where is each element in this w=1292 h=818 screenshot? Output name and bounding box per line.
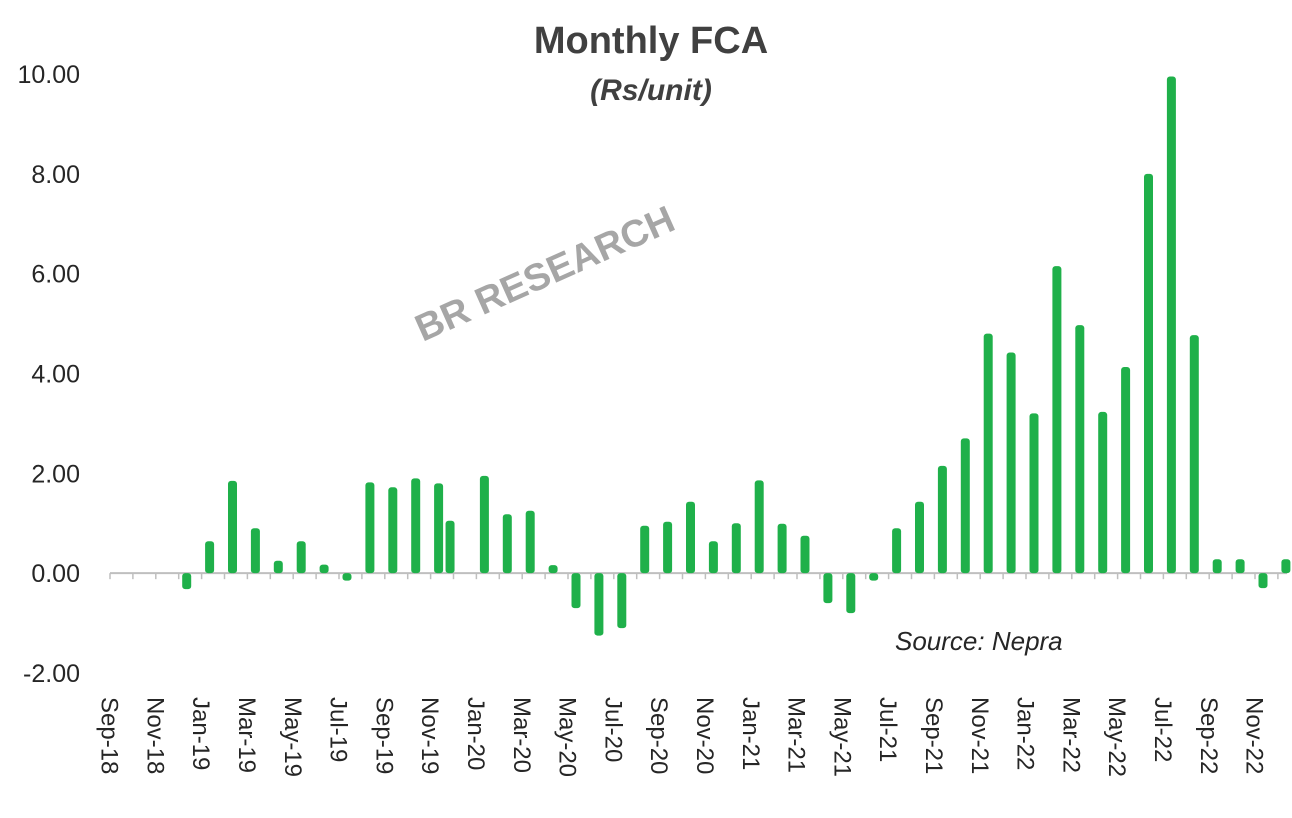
y-axis: -2.00 0.00 2.00 4.00 6.00 8.00 10.00 [17,61,80,688]
bar [1029,413,1039,574]
x-tick-label: May-19 [279,697,306,777]
x-tick-label: Nov-18 [141,697,168,774]
x-tick-label: Jan-22 [1012,697,1039,770]
y-tick-label: 10.00 [17,61,80,89]
bar [296,541,306,574]
bar [502,514,512,574]
bar [869,573,879,581]
bar [571,573,581,609]
bar [388,487,398,574]
bar [1258,573,1268,589]
bar [1235,559,1245,574]
bar [777,523,787,574]
x-tick-label: Jul-19 [325,697,352,762]
bar [342,573,352,581]
bar [823,573,833,604]
bar [846,573,856,614]
y-tick-label: 0.00 [31,560,80,588]
x-tick-label: Sep-19 [370,697,397,774]
x-tick-label: Nov-19 [416,697,443,774]
bar [915,501,924,574]
x-tick-label: Jan-21 [737,697,764,770]
x-tick-label: May-20 [554,697,581,777]
x-tick-label: Sep-18 [96,697,123,774]
y-tick-label: 4.00 [31,361,80,389]
bar [1006,352,1016,574]
bar [479,475,489,574]
y-tick-label: -2.00 [23,660,80,688]
x-tick-label: Sep-20 [645,697,672,774]
bar [548,565,558,574]
chart-title: Monthly FCA [533,20,769,62]
bar [319,564,329,574]
bar [205,541,215,574]
bar [411,478,421,574]
bar [731,523,741,574]
x-tick-label: Nov-22 [1241,697,1268,774]
bar [250,528,260,574]
bar [228,480,237,574]
bar [800,535,810,574]
bar [273,560,283,574]
bar [594,573,604,636]
x-tick-label: Jul-21 [874,697,901,762]
x-tick-label: Nov-20 [691,697,718,774]
bar [1189,335,1199,574]
x-tick-label: Mar-21 [783,697,810,773]
bar [983,333,993,574]
bar [686,501,695,574]
x-tick-label: May-22 [1103,697,1130,777]
x-tick-label: Jul-22 [1149,697,1176,762]
bar [937,465,947,574]
bar [1212,559,1222,574]
bar [708,541,718,574]
bar [1052,266,1062,574]
source-note: Source: Nepra [895,626,1063,656]
bar [1281,559,1291,574]
bar [1144,173,1153,574]
bar [525,510,535,574]
x-tick-label: Mar-19 [233,697,260,773]
bar [960,438,970,574]
x-tick-label: Sep-21 [920,697,947,774]
x-tick-label: Jan-19 [187,697,214,770]
bar [1121,367,1131,574]
bar [1075,325,1085,574]
x-tick-label: Jul-20 [599,697,626,762]
bar [754,480,764,574]
y-tick-label: 8.00 [31,161,80,189]
bars [182,76,1291,636]
y-tick-label: 6.00 [31,261,80,289]
x-tick-label: Nov-21 [966,697,993,774]
bar [365,482,375,574]
x-tick-label: Jan-20 [462,697,489,770]
x-axis: Sep-18 Nov-18 Jan-19 Mar-19 May-19 Jul-19 Sep-… [96,572,1288,777]
bar [445,520,455,574]
bar [1166,76,1176,574]
bar [1098,411,1108,574]
bar [182,573,192,590]
x-tick-label: Mar-22 [1057,697,1084,773]
bar [617,573,627,629]
x-tick-label: Mar-20 [508,697,535,773]
bar [640,525,650,574]
chart-subtitle: (Rs/unit) [590,74,712,107]
x-tick-label: Sep-22 [1195,697,1222,774]
bar [434,483,444,574]
y-tick-label: 2.00 [31,460,80,488]
bar [892,528,902,574]
bar [663,521,673,574]
x-tick-label: May-21 [828,697,855,777]
